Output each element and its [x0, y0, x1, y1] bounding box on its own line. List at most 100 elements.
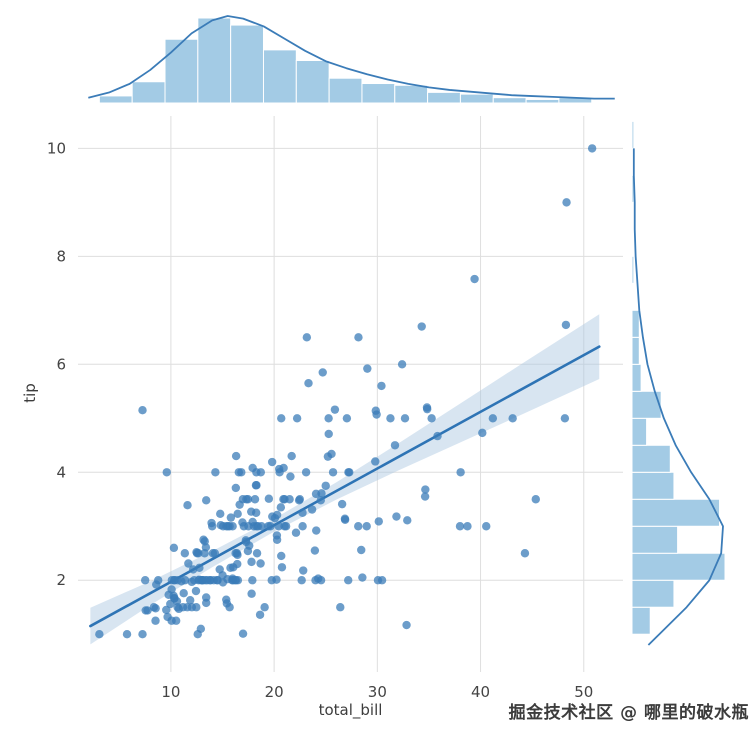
scatter-point	[318, 368, 327, 377]
scatter-point	[185, 596, 195, 605]
scatter-point	[482, 522, 491, 531]
scatter-point	[200, 537, 209, 546]
y-axis-label: tip	[21, 383, 39, 403]
scatter-point	[277, 414, 286, 423]
scatter-point	[264, 494, 274, 503]
scatter-point	[286, 472, 295, 481]
scatter-point	[321, 481, 330, 490]
scatter-point	[244, 522, 253, 531]
scatter-point	[122, 630, 132, 639]
scatter-point	[374, 517, 383, 526]
scatter-point	[297, 576, 306, 585]
scatter-point	[403, 516, 412, 525]
scatter-point	[277, 551, 286, 561]
scatter-point	[386, 414, 395, 423]
scatter-point	[302, 333, 312, 342]
scatter-point	[167, 576, 177, 585]
scatter-point	[167, 616, 176, 625]
right-hist-bar	[631, 120, 635, 149]
top-hist-bar	[131, 81, 166, 104]
scatter-point	[373, 576, 383, 585]
scatter-point	[215, 565, 224, 574]
top-hist-bar	[394, 84, 429, 104]
top-hist-bar	[492, 97, 527, 104]
scatter-point	[354, 522, 363, 531]
scatter-point	[194, 549, 203, 558]
x-tick-label: 40	[471, 683, 490, 701]
scatter-point	[252, 549, 262, 558]
scatter-point	[287, 451, 296, 461]
scatter-point	[358, 573, 367, 582]
scatter-point	[311, 576, 320, 585]
scatter-point	[298, 522, 307, 531]
scatter-point	[231, 451, 241, 461]
scatter-point	[180, 576, 190, 585]
scatter-point	[362, 522, 371, 531]
scatter-point	[336, 603, 345, 612]
scatter-point	[285, 495, 294, 504]
watermark-text: 掘金技术社区 @ 哪里的破水瓶	[508, 703, 749, 723]
scatter-point	[143, 606, 152, 615]
scatter-point	[272, 531, 282, 540]
scatter-point	[212, 576, 222, 585]
top-hist-bar	[197, 17, 232, 104]
scatter-point	[292, 414, 302, 423]
right-hist-bar	[631, 336, 640, 365]
scatter-point	[238, 629, 248, 638]
scatter-point	[324, 414, 333, 423]
scatter-point	[248, 576, 257, 585]
scatter-point	[172, 597, 182, 606]
scatter-point	[371, 406, 380, 415]
scatter-point	[235, 500, 244, 509]
right-hist-bar	[631, 525, 679, 554]
scatter-point	[587, 144, 597, 153]
scatter-point	[223, 522, 233, 531]
top-hist-bar	[98, 95, 133, 104]
right-hist-bar	[631, 552, 726, 581]
scatter-point	[201, 598, 211, 608]
scatter-point	[251, 508, 261, 517]
scatter-point	[561, 320, 571, 330]
scatter-point	[294, 496, 304, 505]
scatter-point	[420, 492, 430, 501]
y-tick-label: 8	[56, 247, 66, 265]
scatter-point	[255, 610, 265, 619]
scatter-point	[180, 549, 190, 558]
scatter-point	[390, 441, 400, 450]
scatter-point	[316, 496, 325, 505]
scatter-point	[270, 513, 280, 523]
scatter-point	[433, 431, 442, 441]
scatter-point	[508, 414, 517, 423]
scatter-point	[392, 512, 401, 521]
scatter-point	[140, 576, 150, 585]
scatter-point	[151, 616, 160, 625]
scatter-point	[138, 630, 147, 639]
scatter-point	[226, 513, 236, 522]
scatter-point	[243, 495, 253, 504]
scatter-point	[279, 495, 288, 504]
scatter-point	[344, 576, 353, 585]
x-tick-label: 30	[368, 683, 387, 701]
scatter-point	[560, 414, 570, 423]
scatter-point	[427, 414, 436, 423]
scatter-point	[275, 468, 284, 477]
scatter-point	[417, 322, 426, 331]
scatter-point	[152, 580, 161, 589]
scatter-point	[174, 604, 184, 614]
scatter-point	[274, 522, 283, 531]
scatter-point	[337, 499, 347, 509]
scatter-point	[304, 379, 313, 388]
scatter-point	[267, 576, 276, 585]
scatter-point	[149, 603, 159, 612]
scatter-point	[201, 496, 211, 505]
scatter-point	[340, 514, 350, 523]
scatter-point	[307, 505, 317, 514]
scatter-point	[169, 543, 179, 553]
scatter-point	[397, 360, 407, 369]
top-hist-bar	[427, 91, 461, 104]
scatter-point	[328, 468, 338, 477]
scatter-point	[207, 522, 217, 531]
scatter-point	[95, 630, 104, 639]
x-axis-label: total_bill	[318, 701, 383, 719]
scatter-point	[520, 549, 530, 558]
